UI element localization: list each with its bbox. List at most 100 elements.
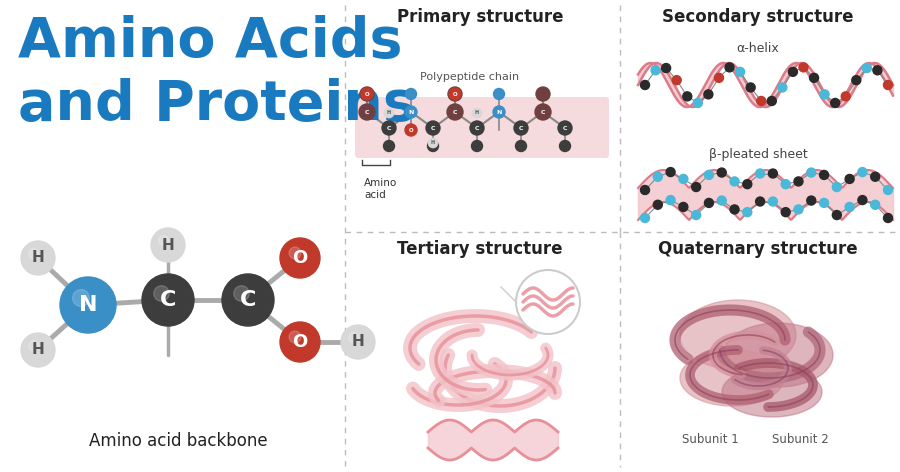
Polygon shape — [680, 300, 796, 370]
Circle shape — [641, 81, 650, 90]
Text: β-pleated sheet: β-pleated sheet — [708, 148, 807, 161]
Circle shape — [769, 169, 778, 178]
Circle shape — [142, 274, 194, 326]
Circle shape — [651, 66, 660, 75]
Circle shape — [493, 89, 505, 100]
Text: O: O — [292, 249, 308, 267]
Circle shape — [280, 322, 320, 362]
Text: N: N — [496, 110, 501, 115]
Circle shape — [289, 331, 301, 343]
Text: N: N — [79, 295, 97, 315]
Circle shape — [536, 87, 550, 101]
Circle shape — [653, 200, 662, 209]
Text: C: C — [518, 126, 523, 130]
Circle shape — [806, 168, 815, 177]
Circle shape — [832, 183, 842, 192]
Circle shape — [781, 180, 790, 189]
Circle shape — [705, 170, 714, 179]
Circle shape — [222, 274, 274, 326]
Circle shape — [234, 286, 249, 301]
Text: C: C — [562, 126, 567, 130]
Circle shape — [692, 183, 701, 192]
Circle shape — [799, 63, 808, 72]
Circle shape — [756, 169, 765, 178]
Text: C: C — [387, 126, 392, 130]
Circle shape — [361, 88, 373, 100]
Text: Primary structure: Primary structure — [397, 8, 563, 26]
Circle shape — [21, 333, 55, 367]
Circle shape — [845, 175, 854, 184]
Text: α-helix: α-helix — [736, 42, 779, 55]
Circle shape — [672, 76, 681, 84]
Text: Secondary structure: Secondary structure — [662, 8, 854, 26]
Text: Amino
acid: Amino acid — [364, 178, 397, 201]
Circle shape — [662, 64, 670, 73]
Circle shape — [405, 106, 417, 118]
Text: H: H — [475, 110, 479, 116]
Circle shape — [692, 211, 701, 219]
Circle shape — [806, 196, 815, 205]
Text: Amino acid backbone: Amino acid backbone — [89, 432, 267, 450]
Polygon shape — [680, 350, 784, 406]
Circle shape — [735, 67, 744, 76]
Circle shape — [428, 141, 438, 152]
Circle shape — [280, 238, 320, 278]
Text: C: C — [475, 126, 479, 130]
Circle shape — [788, 67, 797, 76]
Polygon shape — [722, 367, 822, 417]
Circle shape — [679, 175, 688, 184]
Text: and Proteins: and Proteins — [18, 78, 416, 132]
Circle shape — [493, 106, 505, 118]
Circle shape — [426, 121, 440, 135]
Circle shape — [360, 87, 374, 101]
Circle shape — [29, 249, 39, 259]
Circle shape — [742, 208, 752, 217]
Circle shape — [289, 247, 301, 259]
Circle shape — [641, 185, 650, 194]
Circle shape — [794, 205, 803, 214]
Circle shape — [516, 270, 580, 334]
Circle shape — [769, 197, 778, 206]
Circle shape — [746, 83, 755, 92]
Circle shape — [384, 108, 394, 118]
Text: N: N — [409, 110, 414, 115]
Circle shape — [845, 202, 854, 211]
Circle shape — [470, 121, 484, 135]
Circle shape — [73, 290, 89, 306]
Text: O: O — [409, 127, 413, 133]
Circle shape — [858, 168, 867, 177]
Circle shape — [884, 213, 893, 222]
Circle shape — [832, 211, 842, 219]
Circle shape — [781, 208, 790, 217]
Text: O: O — [453, 92, 457, 96]
Circle shape — [831, 99, 840, 108]
Circle shape — [768, 96, 777, 105]
Circle shape — [428, 138, 438, 148]
Text: H: H — [162, 237, 175, 253]
Circle shape — [870, 200, 879, 209]
Circle shape — [449, 88, 461, 100]
Text: C: C — [160, 290, 176, 310]
Circle shape — [862, 64, 871, 73]
Text: C: C — [453, 110, 457, 115]
Circle shape — [60, 277, 116, 333]
Circle shape — [472, 108, 482, 118]
Circle shape — [641, 213, 650, 222]
Circle shape — [383, 141, 394, 152]
Text: O: O — [364, 92, 369, 96]
Circle shape — [778, 83, 787, 92]
Text: Tertiary structure: Tertiary structure — [397, 240, 562, 258]
Text: Subunit 2: Subunit 2 — [771, 433, 828, 446]
Circle shape — [717, 196, 726, 205]
Circle shape — [742, 180, 752, 189]
Circle shape — [653, 172, 662, 181]
Text: C: C — [541, 110, 545, 115]
Circle shape — [448, 87, 462, 101]
Circle shape — [820, 198, 829, 207]
Circle shape — [683, 92, 692, 101]
Text: H: H — [32, 343, 44, 357]
Circle shape — [842, 92, 850, 101]
Circle shape — [21, 241, 55, 275]
Circle shape — [717, 168, 726, 177]
Circle shape — [809, 73, 818, 82]
